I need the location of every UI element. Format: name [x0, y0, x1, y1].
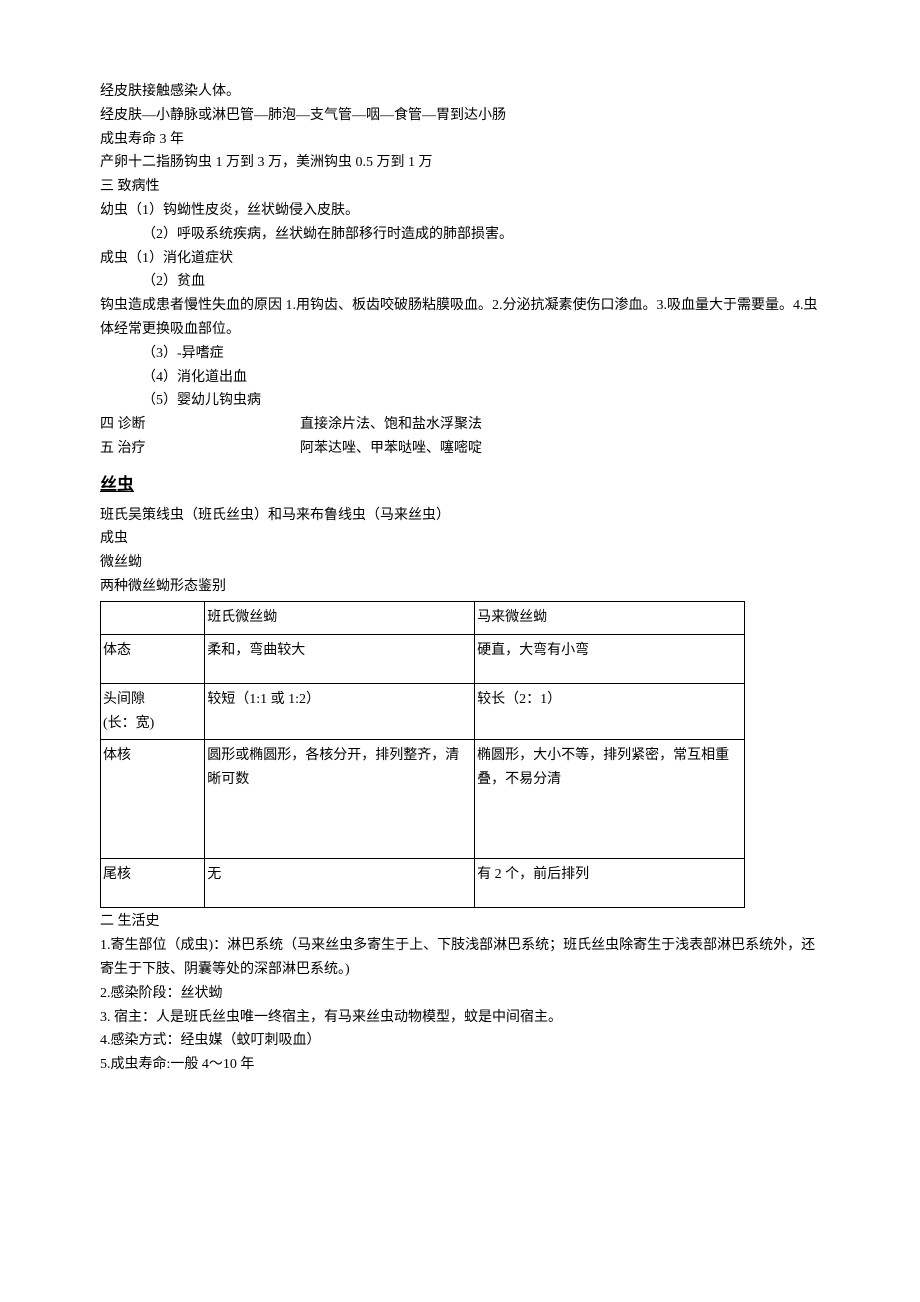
text-line: 5.成虫寿命:一般 4～10 年 — [100, 1053, 820, 1077]
table-cell: 体态 — [101, 634, 205, 683]
text-line: （3）-异嗜症 — [100, 342, 820, 366]
table-microfilaria-comparison: 班氏微丝蚴 马来微丝蚴 体态 柔和，弯曲较大 硬直，大弯有小弯 头间隙 (长：宽… — [100, 601, 745, 909]
text-anemia-cause: 钩虫造成患者慢性失血的原因 1.用钩齿、板齿咬破肠粘膜吸血。2.分泌抗凝素使伤口… — [100, 294, 820, 342]
table-cell: 无 — [205, 859, 475, 908]
text-line: （2）贫血 — [100, 270, 820, 294]
text-line: 经皮肤—小静脉或淋巴管—肺泡—支气管—咽—食管—胃到达小肠 — [100, 104, 820, 128]
content-treatment: 阿苯达唑、甲苯哒唑、噻嘧啶 — [300, 437, 482, 461]
text-line: 微丝蚴 — [100, 551, 820, 575]
text-line: 经皮肤接触感染人体。 — [100, 80, 820, 104]
table-cell: 体核 — [101, 740, 205, 859]
table-cell: 尾核 — [101, 859, 205, 908]
table-cell: 圆形或椭圆形，各核分开，排列整齐，清晰可数 — [205, 740, 475, 859]
text-line: 成虫寿命 3 年 — [100, 128, 820, 152]
table-row: 体核 圆形或椭圆形，各核分开，排列整齐，清晰可数 椭圆形，大小不等，排列紧密，常… — [101, 740, 745, 859]
text-line: 产卵十二指肠钩虫 1 万到 3 万，美洲钩虫 0.5 万到 1 万 — [100, 151, 820, 175]
text-line: 2.感染阶段：丝状蚴 — [100, 982, 820, 1006]
table-row: 体态 柔和，弯曲较大 硬直，大弯有小弯 — [101, 634, 745, 683]
label-treatment: 五 治疗 — [100, 437, 300, 461]
table-cell: 有 2 个，前后排列 — [475, 859, 745, 908]
text-line: 班氏吴策线虫（班氏丝虫）和马来布鲁线虫（马来丝虫） — [100, 504, 820, 528]
text-line: （5）婴幼儿钩虫病 — [100, 389, 820, 413]
table-cell: 马来微丝蚴 — [475, 601, 745, 634]
text-line: 1.寄生部位（成虫)：淋巴系统（马来丝虫多寄生于上、下肢浅部淋巴系统；班氏丝虫除… — [100, 934, 820, 982]
text-line: 两种微丝蚴形态鉴别 — [100, 575, 820, 599]
table-cell — [101, 601, 205, 634]
table-cell: 头间隙 (长：宽) — [101, 683, 205, 740]
section-title-lifecycle: 二 生活史 — [100, 910, 820, 934]
label-diagnosis: 四 诊断 — [100, 413, 300, 437]
table-cell: 硬直，大弯有小弯 — [475, 634, 745, 683]
row-diagnosis: 四 诊断 直接涂片法、饱和盐水浮聚法 — [100, 413, 820, 437]
table-cell: 椭圆形，大小不等，排列紧密，常互相重叠，不易分清 — [475, 740, 745, 859]
text-line: 成虫 — [100, 527, 820, 551]
section-title-pathogenicity: 三 致病性 — [100, 175, 820, 199]
text-line: （4）消化道出血 — [100, 366, 820, 390]
table-cell: 较短（1:1 或 1:2） — [205, 683, 475, 740]
content-diagnosis: 直接涂片法、饱和盐水浮聚法 — [300, 413, 482, 437]
heading-filaria: 丝虫 — [100, 471, 820, 500]
text-line: 3. 宿主：人是班氏丝虫唯一终宿主，有马来丝虫动物模型，蚊是中间宿主。 — [100, 1006, 820, 1030]
table-cell: 较长（2：1） — [475, 683, 745, 740]
table-row: 尾核 无 有 2 个，前后排列 — [101, 859, 745, 908]
text-line: （2）呼吸系统疾病，丝状蚴在肺部移行时造成的肺部损害。 — [100, 223, 820, 247]
table-row: 头间隙 (长：宽) 较短（1:1 或 1:2） 较长（2：1） — [101, 683, 745, 740]
row-treatment: 五 治疗 阿苯达唑、甲苯哒唑、噻嘧啶 — [100, 437, 820, 461]
text-line: 幼虫（1）钩蚴性皮炎，丝状蚴侵入皮肤。 — [100, 199, 820, 223]
table-row: 班氏微丝蚴 马来微丝蚴 — [101, 601, 745, 634]
text-line: 成虫（1）消化道症状 — [100, 247, 820, 271]
table-cell: 班氏微丝蚴 — [205, 601, 475, 634]
table-cell: 柔和，弯曲较大 — [205, 634, 475, 683]
text-line: 4.感染方式：经虫媒（蚊叮刺吸血） — [100, 1029, 820, 1053]
